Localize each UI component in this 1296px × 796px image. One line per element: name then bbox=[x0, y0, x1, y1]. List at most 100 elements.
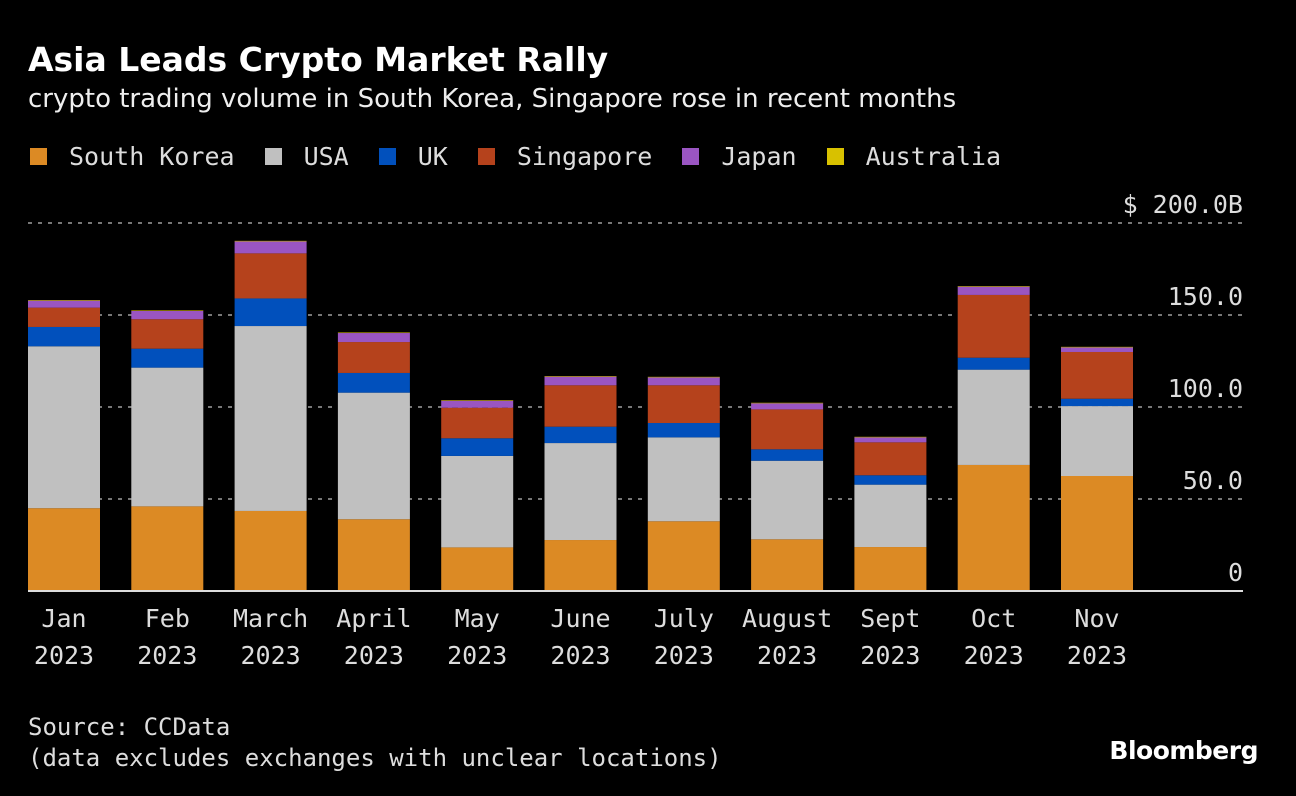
bar-segment-uk bbox=[1061, 398, 1133, 407]
x-tick-label-month: Nov bbox=[1074, 604, 1119, 633]
bar-segment-japan bbox=[854, 437, 927, 443]
y-tick-label: 0 bbox=[1228, 558, 1243, 587]
legend-swatch bbox=[378, 148, 396, 165]
bar-segment-south-korea bbox=[337, 519, 410, 591]
x-tick-label-month: Jan bbox=[41, 604, 86, 633]
bar-segment-south-korea bbox=[647, 521, 720, 591]
x-tick-label-year: 2023 bbox=[240, 641, 300, 670]
bar-segment-japan bbox=[751, 403, 824, 410]
bar-segment-australia bbox=[751, 402, 824, 404]
bar-segment-australia bbox=[1061, 346, 1133, 348]
chart-subtitle: crypto trading volume in South Korea, Si… bbox=[28, 84, 957, 114]
x-tick-label-year: 2023 bbox=[964, 641, 1024, 670]
bar-segment-japan bbox=[234, 241, 307, 254]
bar-segment-japan bbox=[957, 286, 1030, 295]
legend-item-south-korea: South Korea bbox=[30, 142, 235, 171]
legend-label: UK bbox=[417, 142, 448, 171]
bloomberg-logo: Bloomberg bbox=[1109, 736, 1258, 765]
legend-item-usa: USA bbox=[264, 142, 349, 171]
x-tick-label-month: May bbox=[455, 604, 500, 633]
x-tick-label-month: Feb bbox=[145, 604, 190, 633]
bar-segment-singapore bbox=[1061, 351, 1133, 399]
legend-label: South Korea bbox=[69, 142, 235, 171]
source-note: Source: CCData (data excludes exchanges … bbox=[28, 712, 722, 774]
legend-label: USA bbox=[303, 142, 349, 171]
bar-segment-japan bbox=[544, 376, 617, 386]
bar-segment-australia bbox=[647, 376, 720, 378]
bar-segment-uk bbox=[647, 423, 720, 438]
bar-segment-singapore bbox=[854, 442, 927, 476]
x-tick-label-year: 2023 bbox=[550, 641, 610, 670]
bar-segment-uk bbox=[131, 348, 204, 368]
x-tick-label-year: 2023 bbox=[1067, 641, 1127, 670]
bar-segment-australia bbox=[544, 376, 617, 377]
bar-segment-australia bbox=[28, 300, 100, 301]
bar-segment-south-korea bbox=[1061, 476, 1133, 591]
legend-swatch bbox=[826, 148, 844, 165]
x-tick-label-month: June bbox=[550, 604, 610, 633]
legend-item-uk: UK bbox=[378, 142, 448, 171]
x-tick-label-year: 2023 bbox=[757, 641, 817, 670]
legend-item-australia: Australia bbox=[826, 142, 1001, 171]
bar-segment-singapore bbox=[647, 385, 720, 424]
bar-segment-usa bbox=[647, 437, 720, 522]
bar-segment-south-korea bbox=[28, 508, 100, 591]
y-tick-label: 50.0 bbox=[1183, 466, 1243, 495]
x-tick-label-month: July bbox=[654, 604, 714, 633]
bar-segment-singapore bbox=[234, 253, 307, 299]
bar-segment-usa bbox=[854, 484, 927, 548]
x-tick-label-month: August bbox=[742, 604, 832, 633]
bar-segment-usa bbox=[28, 346, 100, 509]
x-tick-label-year: 2023 bbox=[447, 641, 507, 670]
bar-segment-south-korea bbox=[441, 547, 514, 591]
bar-segment-uk bbox=[957, 357, 1030, 370]
bar-segment-singapore bbox=[28, 307, 100, 327]
bar-segment-singapore bbox=[751, 409, 824, 450]
y-tick-label: 100.0 bbox=[1168, 374, 1243, 403]
bar-segment-usa bbox=[1061, 406, 1133, 476]
legend-swatch bbox=[30, 148, 47, 165]
x-tick-label-year: 2023 bbox=[654, 641, 714, 670]
bar-segment-australia bbox=[854, 436, 927, 438]
legend: South Korea USA UK Singapore Japan Australia bbox=[30, 142, 1031, 171]
bar-segment-japan bbox=[441, 400, 514, 408]
bar-segment-uk bbox=[854, 475, 927, 485]
x-tick-label-year: 2023 bbox=[34, 641, 94, 670]
bar-segment-japan bbox=[337, 333, 410, 343]
legend-swatch bbox=[682, 148, 700, 165]
x-tick-label-month: Sept bbox=[860, 604, 920, 633]
bar-segment-japan bbox=[647, 377, 720, 386]
bar-segment-australia bbox=[337, 332, 410, 334]
x-tick-label-month: April bbox=[336, 604, 411, 633]
legend-item-singapore: Singapore bbox=[477, 142, 653, 171]
bar-segment-usa bbox=[957, 369, 1030, 465]
x-tick-label-year: 2023 bbox=[137, 641, 197, 670]
source-text: Source: CCData bbox=[28, 713, 231, 741]
x-tick-label-year: 2023 bbox=[860, 641, 920, 670]
legend-label: Japan bbox=[721, 142, 797, 171]
bar-segment-usa bbox=[751, 460, 824, 540]
bar-segment-australia bbox=[234, 240, 307, 242]
chart-title: Asia Leads Crypto Market Rally bbox=[28, 40, 609, 79]
y-tick-label: 150.0 bbox=[1168, 282, 1243, 311]
bar-segment-south-korea bbox=[544, 540, 617, 591]
bar-segment-singapore bbox=[544, 385, 617, 427]
bar-segment-south-korea bbox=[234, 510, 307, 591]
bar-segment-singapore bbox=[131, 319, 204, 349]
bar-segment-japan bbox=[28, 300, 100, 308]
bar-segment-uk bbox=[28, 326, 100, 347]
bar-segment-usa bbox=[337, 392, 410, 520]
legend-label: Singapore bbox=[516, 142, 653, 171]
bar-segment-south-korea bbox=[957, 464, 1030, 591]
bar-segment-south-korea bbox=[131, 506, 204, 591]
bar-segment-usa bbox=[544, 443, 617, 541]
x-tick-label-month: Oct bbox=[971, 604, 1016, 633]
bar-segment-uk bbox=[751, 449, 824, 461]
x-tick-label-month: March bbox=[233, 604, 308, 633]
legend-swatch bbox=[264, 148, 282, 165]
bar-segment-japan bbox=[1061, 347, 1133, 352]
bar-segment-singapore bbox=[337, 342, 410, 373]
bar-segment-japan bbox=[131, 310, 204, 320]
bar-segment-uk bbox=[441, 438, 514, 456]
